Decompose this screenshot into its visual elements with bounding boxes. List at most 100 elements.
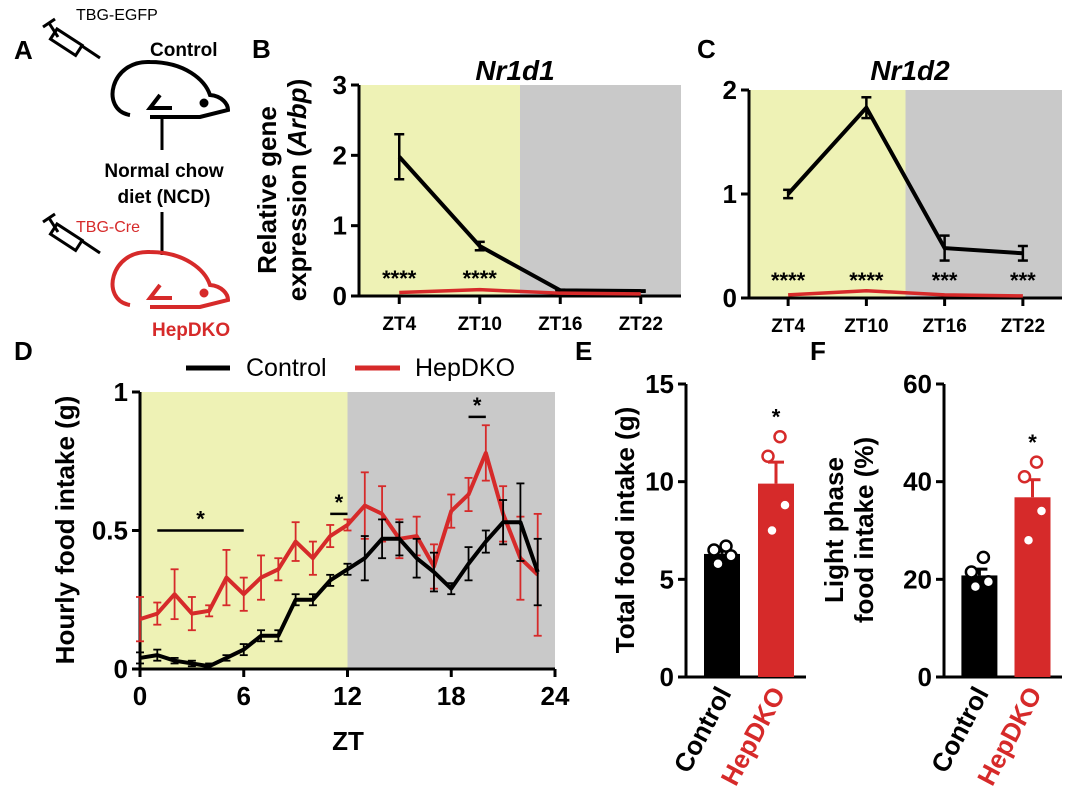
panel-a: A TBG-EGFP Control Normal chow diet (NCD…: [14, 7, 230, 341]
series-line-hepdko: [399, 287, 641, 296]
mouse-icon: [110, 249, 231, 309]
y-tick-label: 10: [645, 467, 674, 497]
data-point: [968, 579, 983, 594]
y-tick-label: 2: [723, 75, 737, 105]
x-tick-label: 6: [237, 681, 251, 711]
panel-letter-a: A: [14, 35, 33, 65]
y-tick-label: 40: [903, 467, 932, 497]
panel-letter-e: E: [575, 336, 592, 366]
data-point: [711, 556, 725, 571]
data-point: [778, 498, 792, 512]
significance-label: *: [335, 490, 344, 515]
y-axis-label-text: Hourly food intake (g): [50, 396, 80, 665]
significance-label: *: [772, 405, 781, 430]
significance-label: *: [1028, 430, 1037, 455]
data-point: [964, 565, 979, 579]
group-label-hepdko: HepDKO: [152, 320, 230, 341]
light-phase-background: [749, 90, 906, 298]
x-tick-label: 12: [333, 681, 362, 711]
y-axis-label-line1: Relative gene: [252, 106, 282, 274]
significance-label: ****: [382, 266, 417, 291]
bar-hepdko: [1014, 497, 1051, 677]
group-label-control: Control: [150, 40, 218, 61]
panel-d: D Control HepDKO Hourly food intake (g) …: [14, 336, 570, 756]
y-axis-label-line1: Light phase: [819, 457, 849, 603]
significance-label: ****: [849, 268, 884, 293]
panel-letter-b: B: [252, 34, 271, 64]
significance-label: *: [473, 393, 482, 418]
data-point: [724, 549, 738, 563]
panel-e: E Total food intake (g) 051015Control*He…: [575, 336, 806, 790]
y-axis-label-suffix: ): [282, 79, 312, 88]
y-tick-label: 0.5: [92, 516, 128, 546]
x-tick-label: ZT22: [619, 314, 663, 335]
x-tick-label: 0: [133, 681, 147, 711]
y-tick-label: 0: [723, 283, 737, 313]
series-line-control: [139, 520, 540, 669]
y-tick-label: 0: [114, 654, 128, 684]
data-point: [761, 449, 775, 464]
y-tick-label: 2: [333, 140, 347, 170]
legend: Control HepDKO: [186, 354, 515, 382]
syringe-icon: [42, 17, 101, 60]
syringe-icon: [42, 212, 101, 255]
y-axis-label-italic: Arbp: [282, 87, 312, 149]
panel-f: F Light phase food intake (%) 0204060Con…: [810, 336, 1062, 790]
data-point: [1021, 533, 1036, 548]
dark-phase-background: [905, 90, 1062, 298]
series-line-control: [397, 155, 641, 294]
bar-hepdko: [758, 483, 794, 677]
y-tick-label: 5: [660, 564, 674, 594]
dark-phase-background: [520, 85, 681, 296]
x-tick-label: ZT4: [771, 316, 805, 337]
chart-title-nr1d2: Nr1d2: [870, 55, 950, 86]
x-tick-label: ZT22: [1001, 316, 1045, 337]
light-phase-background: [359, 85, 520, 296]
significance-label: ****: [463, 266, 498, 291]
x-tick-label: ZT16: [922, 316, 966, 337]
data-point: [765, 523, 779, 538]
significance-label: *: [196, 507, 205, 532]
y-axis-label: Total food intake (g): [610, 407, 640, 654]
bar-control: [704, 553, 740, 677]
y-tick-label: 15: [645, 369, 674, 399]
vector-label-egfp: TBG-EGFP: [76, 7, 158, 24]
series-line-control: [786, 104, 1024, 256]
mouse-icon: [110, 59, 231, 119]
y-tick-label: 60: [903, 369, 932, 399]
panel-letter-f: F: [810, 336, 826, 366]
y-axis-label-line2: food intake (%): [849, 437, 879, 623]
chart-title-nr1d1: Nr1d1: [475, 55, 554, 86]
series-line-hepdko: [139, 450, 540, 622]
y-tick-label: 3: [333, 70, 347, 100]
y-axis-label: Relative gene expression (Arbp): [252, 79, 312, 302]
chart-plot-b: 0 1 2 3 ZT4 ZT10 ZT16 ZT22 **** ****: [333, 70, 681, 335]
y-tick-label: 1: [333, 211, 347, 241]
data-point: [976, 550, 991, 565]
y-tick-label: 20: [903, 564, 932, 594]
vector-label-cre: TBG-Cre: [76, 219, 140, 236]
y-tick-label: 0: [918, 662, 932, 692]
significance-label: ****: [771, 268, 806, 293]
data-point: [773, 429, 787, 444]
significance-label: ***: [1010, 268, 1036, 293]
significance-label: ***: [932, 268, 958, 293]
panel-b: B Nr1d1 Relative gene expression (Arbp) …: [252, 34, 681, 335]
y-axis-label-line2: expression (Arbp): [282, 79, 312, 302]
x-tick-label: 24: [541, 681, 570, 711]
data-point: [981, 575, 996, 589]
y-tick-label: 1: [114, 377, 128, 407]
x-tick-label: ZT16: [538, 314, 582, 335]
y-tick-label: 0: [660, 662, 674, 692]
legend-label-control: Control: [246, 354, 327, 382]
y-axis-label-text: Total food intake (g): [610, 407, 640, 654]
legend-label-hepdko: HepDKO: [415, 354, 515, 382]
x-axis-label: ZT: [332, 726, 364, 756]
data-point: [1017, 470, 1032, 484]
y-tick-label: 1: [723, 179, 737, 209]
y-tick-label: 0: [333, 281, 347, 311]
